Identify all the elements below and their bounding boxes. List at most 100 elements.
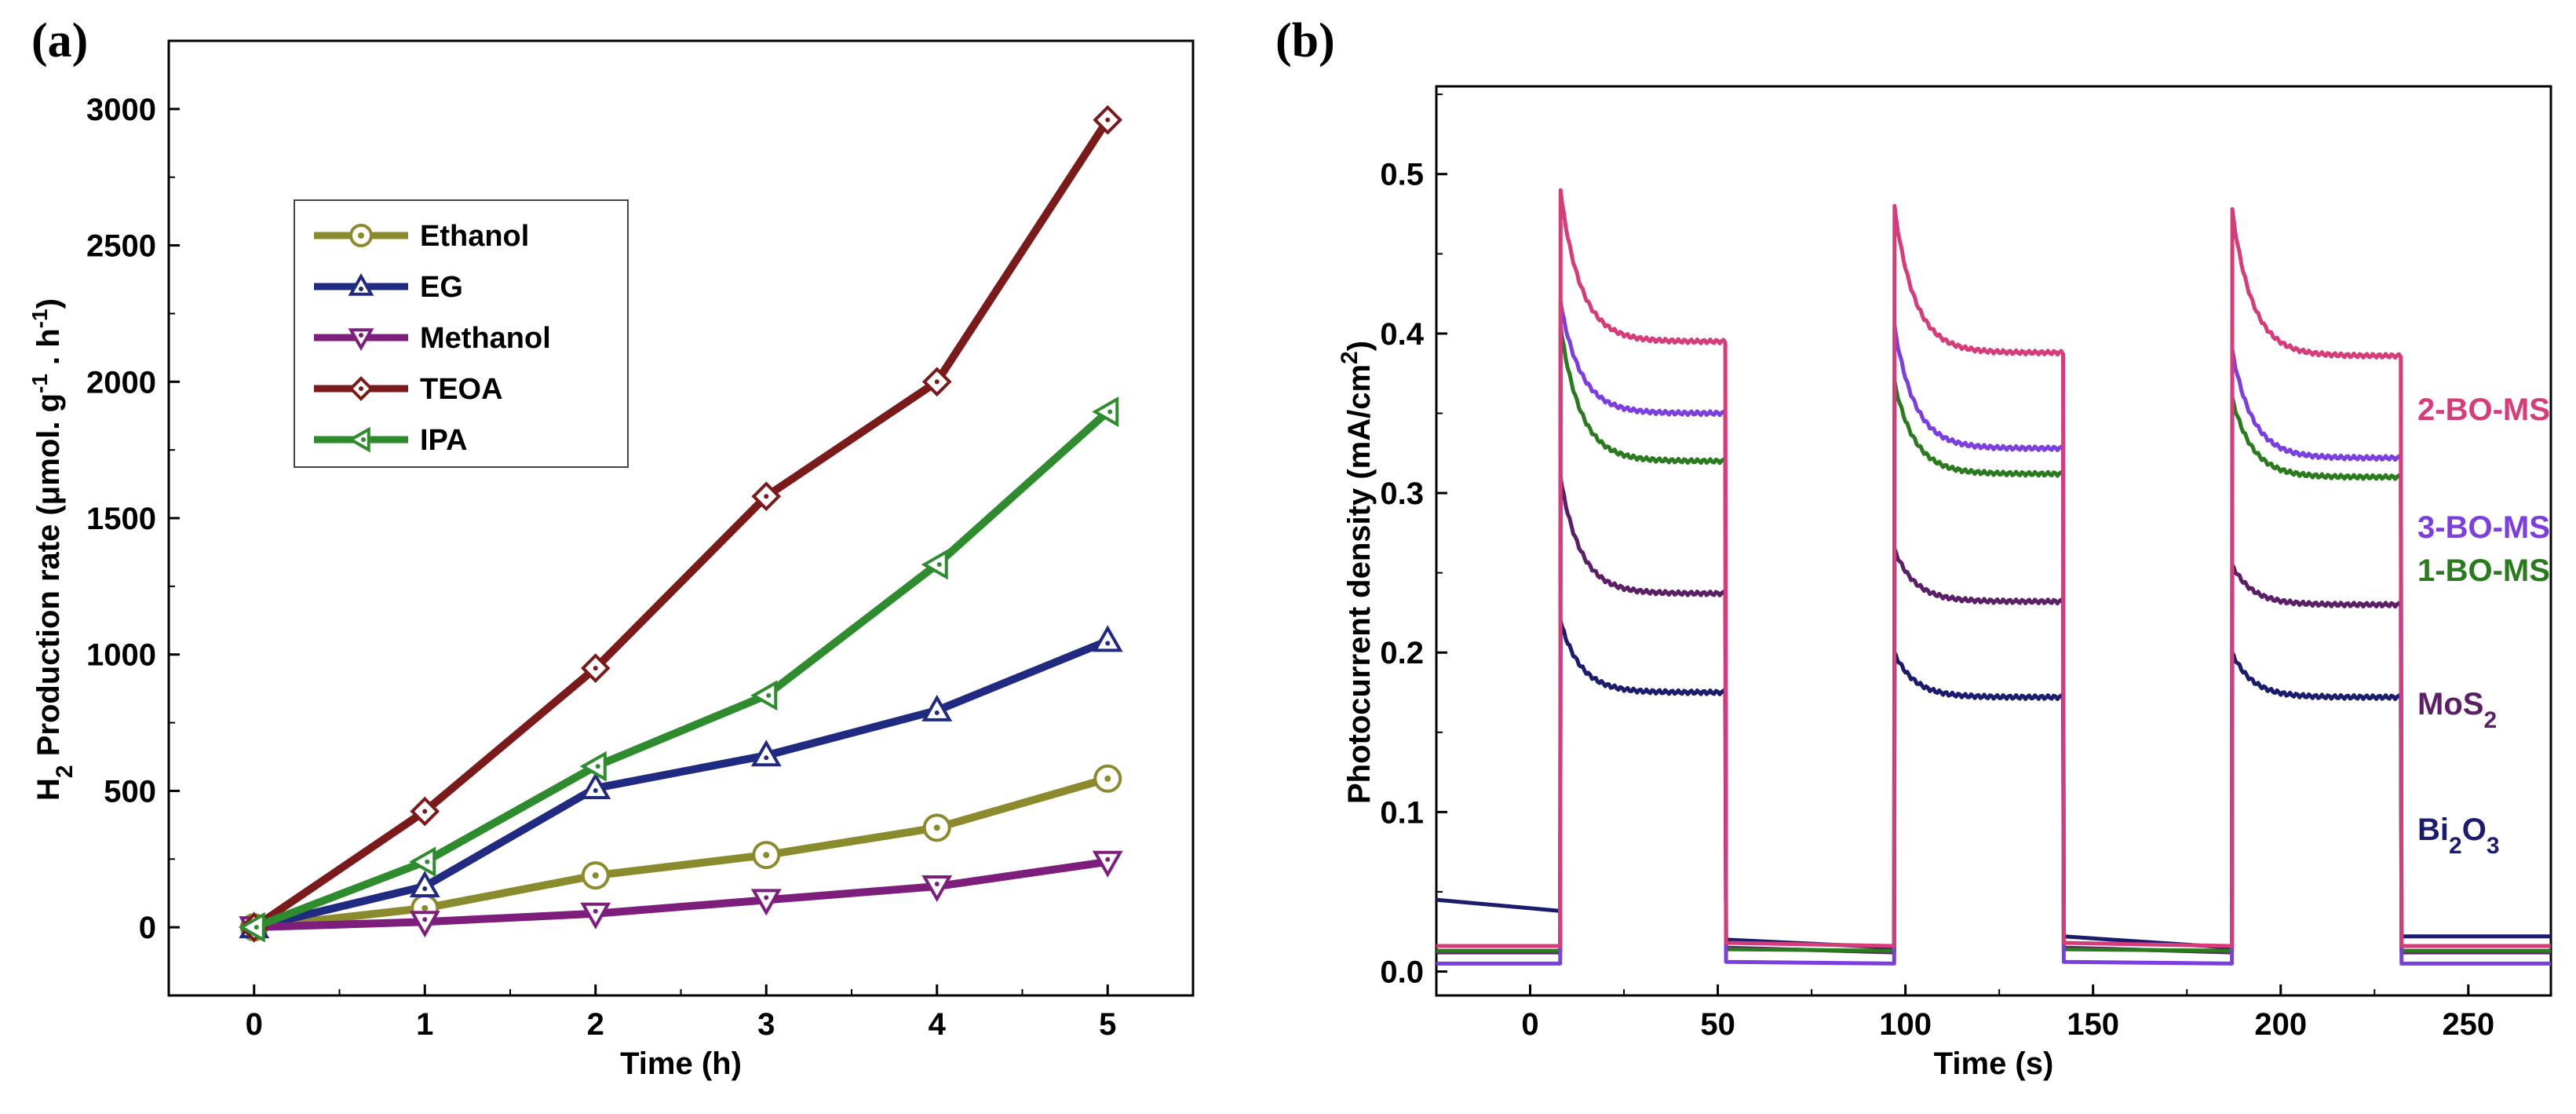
y-axis-title-b: Photocurrent density (mA/cm2) xyxy=(1337,341,1377,804)
marker-dot xyxy=(1105,117,1111,122)
data-point xyxy=(410,796,440,827)
series-label-1-bo-ms: 1-BO-MS xyxy=(2417,553,2550,588)
marker-shape xyxy=(1092,850,1123,878)
x-tick-label-a: 2 xyxy=(587,1007,604,1042)
x-tick-label-a: 3 xyxy=(757,1007,775,1042)
plot-frame-a xyxy=(167,39,1195,997)
x-axis-title-a: Time (h) xyxy=(620,1046,742,1081)
marker-shape xyxy=(580,772,611,799)
marker-dot xyxy=(422,917,428,922)
legend-label: TEOA xyxy=(420,373,503,406)
series-label-mos2: MoS2 xyxy=(2417,687,2497,733)
marker-dot xyxy=(933,824,940,831)
legend-marker xyxy=(349,224,373,247)
data-point xyxy=(1093,764,1122,793)
y-tick-label-b: 0.2 xyxy=(1380,636,1424,670)
legend-marker xyxy=(348,272,374,296)
marker-shape xyxy=(921,875,953,903)
y-tick-label-b: 0.5 xyxy=(1380,158,1424,192)
marker-dot xyxy=(359,333,363,338)
data-point xyxy=(922,813,951,842)
series-1-bo-ms xyxy=(1436,323,2551,953)
marker-dot xyxy=(934,379,940,385)
data-point xyxy=(238,911,265,943)
series-line xyxy=(254,857,1108,932)
data-point xyxy=(750,680,778,711)
y-tick-label-b: 0.0 xyxy=(1380,955,1424,990)
panel-b: (b) 0 50 100 150 200 250 0.0 0.1 0.2 0.3 0.4 0.5 Time… xyxy=(1275,14,2552,1081)
data-point xyxy=(580,653,611,683)
marker-shape xyxy=(750,889,782,916)
series-line xyxy=(1436,619,2551,950)
marker-shape xyxy=(579,751,607,782)
legend-marker xyxy=(348,376,374,401)
series-line xyxy=(1436,188,2551,948)
marker-dot xyxy=(425,859,430,864)
data-point xyxy=(752,841,781,870)
y-tick-label-a: 1000 xyxy=(86,638,156,673)
legend-label: Ethanol xyxy=(420,220,529,253)
marker-dot xyxy=(361,437,366,442)
legend-label: IPA xyxy=(420,424,468,457)
x-tick-label-a: 0 xyxy=(246,1007,263,1042)
legend-a: Ethanol EG Methanol TEOA IPA xyxy=(294,199,629,468)
data-point xyxy=(1092,850,1123,878)
marker-shape xyxy=(750,680,778,711)
x-axis-title-b: Time (s) xyxy=(1934,1046,2054,1081)
marker-dot xyxy=(422,809,428,814)
data-point xyxy=(409,870,440,898)
marker-shape xyxy=(921,694,953,721)
series-teoa xyxy=(239,104,1123,942)
marker-dot xyxy=(593,787,598,793)
marker-dot xyxy=(764,494,769,499)
marker-dot xyxy=(254,925,259,930)
series-label-2-bo-ms: 2-BO-MS xyxy=(2417,393,2550,427)
marker-shape xyxy=(347,426,370,453)
y-axis-title-a: H2 Production rate (μmol. g-1 . h-1) xyxy=(27,298,78,801)
y-tick-label-a: 0 xyxy=(139,911,156,945)
y-tick-label-b: 0.3 xyxy=(1380,477,1424,511)
marker-dot xyxy=(593,908,598,914)
series-ethanol xyxy=(239,764,1122,942)
marker-shape xyxy=(348,328,374,352)
x-tick-label-a: 4 xyxy=(929,1007,947,1042)
series-line xyxy=(1436,323,2551,953)
legend-box xyxy=(294,199,629,468)
marker-dot xyxy=(593,666,598,671)
x-tick-label-b: 50 xyxy=(1700,1007,1735,1042)
marker-shape xyxy=(921,549,948,580)
marker-shape xyxy=(1092,396,1119,427)
series-line xyxy=(251,118,1111,931)
data-point xyxy=(409,846,436,878)
x-tick-label-b: 0 xyxy=(1521,1007,1538,1042)
marker-dot xyxy=(934,710,940,715)
data-point xyxy=(1093,104,1123,135)
panel-a: (a) 0 1 2 3 4 5 0 500 1000 1500 2000 2500 3000 Time (h… xyxy=(27,14,1195,1081)
marker-dot xyxy=(359,287,363,291)
series-mos2 xyxy=(1436,475,2551,955)
marker-shape xyxy=(750,740,782,767)
marker-dot xyxy=(359,386,363,391)
data-point xyxy=(580,772,611,799)
y-tick-label-a: 1500 xyxy=(86,502,156,536)
marker-dot xyxy=(936,562,942,568)
y-tick-label-a: 2000 xyxy=(86,365,156,400)
marker-dot xyxy=(1105,641,1111,646)
data-point xyxy=(921,367,952,397)
data-point xyxy=(921,549,948,580)
marker-dot xyxy=(1105,857,1111,862)
panel-label-b: (b) xyxy=(1275,14,1335,68)
marker-dot xyxy=(764,895,769,900)
data-point xyxy=(580,902,611,930)
marker-shape xyxy=(348,272,374,296)
marker-dot xyxy=(764,755,769,761)
data-point xyxy=(750,740,782,767)
data-point xyxy=(409,911,440,938)
marker-dot xyxy=(422,886,428,892)
marker-dot xyxy=(358,232,364,239)
series-2-bo-ms xyxy=(1436,188,2551,948)
data-point xyxy=(579,751,607,782)
plot-frame-b xyxy=(1435,85,2552,997)
marker-shape xyxy=(409,846,436,878)
